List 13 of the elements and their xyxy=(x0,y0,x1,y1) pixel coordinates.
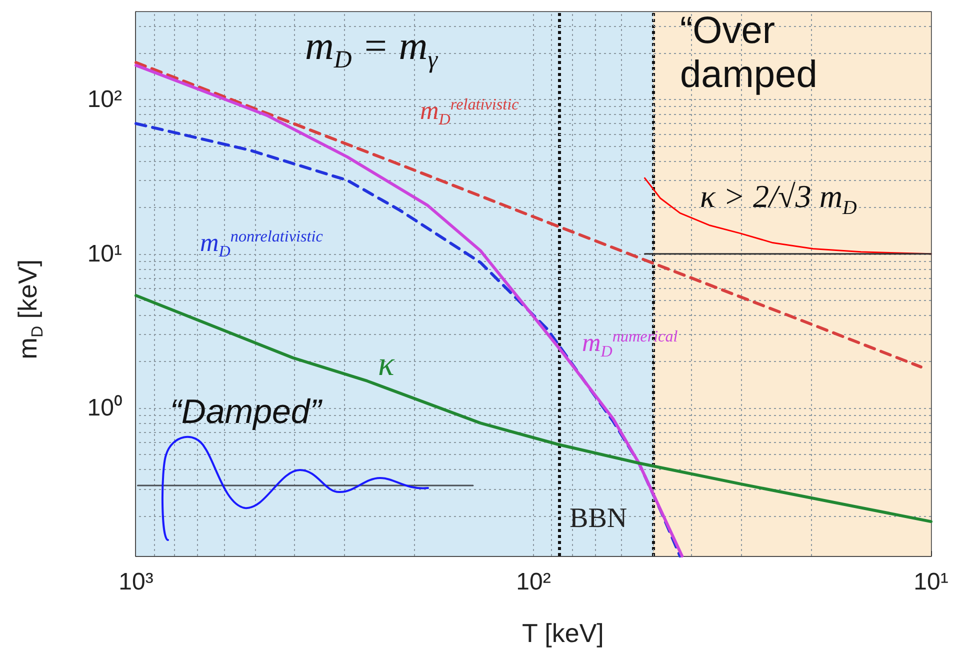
x-tick-label: 10³ xyxy=(118,568,154,596)
x-axis-title: T [keV] xyxy=(522,618,604,649)
annotation: “Over damped xyxy=(680,10,818,98)
y-tick-label: 10¹ xyxy=(87,240,122,268)
annotation: κ > 2/√3 m$_{D}$ xyxy=(700,178,857,220)
annotation: m$_{D}$ = m$_{γ}$ xyxy=(305,22,438,75)
series-label: κ xyxy=(378,346,394,384)
x-tick-label: 10¹ xyxy=(914,568,948,596)
y-tick-label: 10² xyxy=(87,86,122,114)
annotation: “Damped” xyxy=(170,393,322,432)
ref-line-label: BBN xyxy=(570,503,628,535)
x-tick-label: 10² xyxy=(516,568,551,596)
y-tick-label: 10⁰ xyxy=(87,394,122,422)
